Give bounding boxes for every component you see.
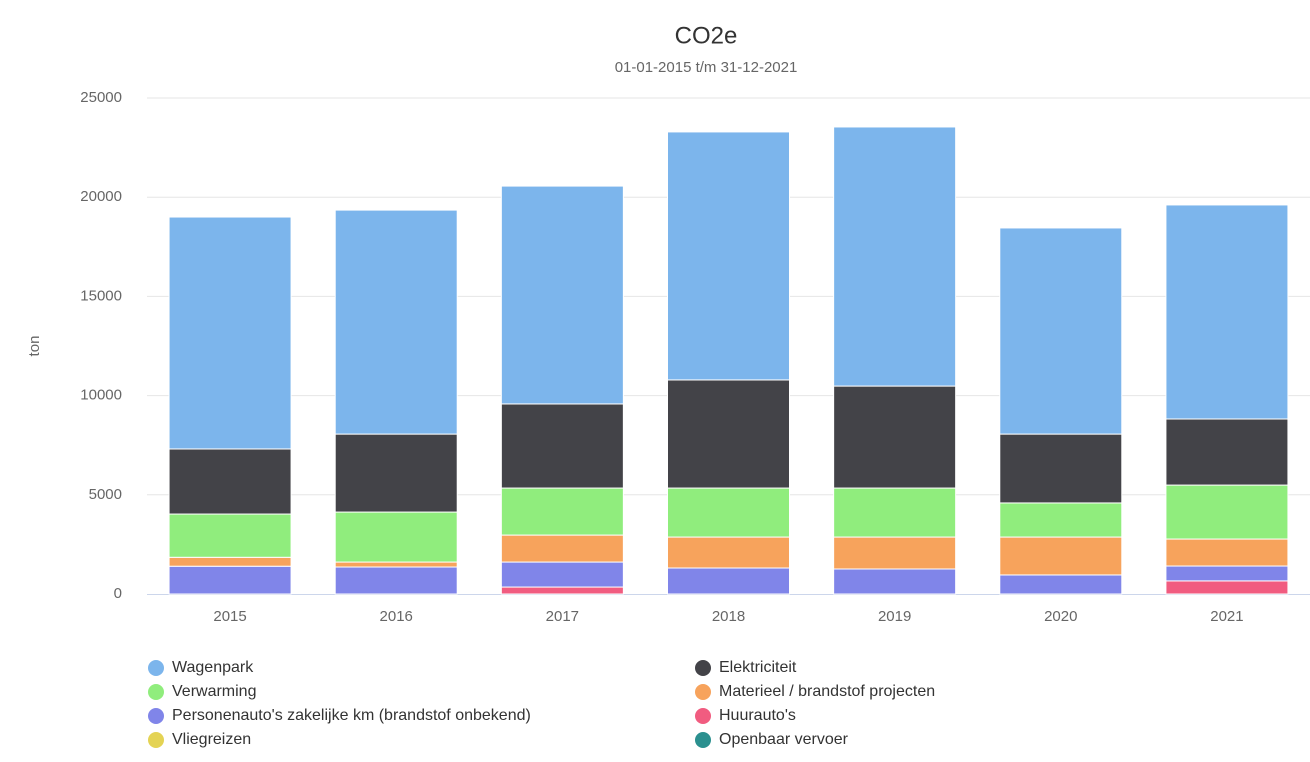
y-tick-label: 5000 bbox=[89, 486, 122, 503]
x-tick-label: 2017 bbox=[546, 608, 579, 625]
bar-segment bbox=[168, 448, 292, 515]
legend-swatch bbox=[695, 684, 711, 700]
legend-label: Huurauto's bbox=[719, 707, 796, 724]
bar-segment bbox=[667, 567, 790, 595]
y-tick-label: 25000 bbox=[80, 89, 122, 106]
legend-label: Openbaar vervoer bbox=[719, 731, 849, 748]
bar-segment bbox=[168, 556, 292, 567]
bar-segment bbox=[500, 487, 624, 536]
bar-segment bbox=[999, 433, 1123, 504]
bar-segment bbox=[168, 513, 292, 558]
bar-segment bbox=[999, 227, 1123, 435]
bar-segment bbox=[667, 131, 790, 381]
y-tick-label: 0 bbox=[114, 585, 122, 602]
legend-swatch bbox=[695, 732, 711, 748]
bar-segment bbox=[334, 511, 458, 563]
legend-label: Verwarming bbox=[172, 683, 256, 700]
legend-label: Personenauto's zakelijke km (brandstof o… bbox=[172, 707, 531, 724]
bar-segment bbox=[1165, 580, 1289, 595]
legend-label: Elektriciteit bbox=[719, 659, 797, 676]
bar-segment bbox=[168, 565, 292, 595]
bar-segment bbox=[833, 385, 957, 489]
y-axis-title: ton bbox=[26, 336, 43, 357]
legend-label: Vliegreizen bbox=[172, 731, 251, 748]
bar-segment bbox=[168, 216, 292, 450]
bar-segment bbox=[1165, 204, 1289, 420]
bar-segment bbox=[334, 566, 458, 595]
bar-segment bbox=[334, 209, 458, 435]
x-tick-label: 2021 bbox=[1210, 608, 1243, 625]
bar-segment bbox=[999, 574, 1123, 595]
bar-segment bbox=[833, 536, 957, 570]
bar-segment bbox=[667, 536, 790, 569]
x-tick-label: 2020 bbox=[1044, 608, 1077, 625]
legend-swatch bbox=[148, 732, 164, 748]
bar-segment bbox=[1165, 418, 1289, 486]
bar-segment bbox=[1165, 565, 1289, 582]
bar-segment bbox=[334, 433, 458, 513]
x-tick-label: 2016 bbox=[380, 608, 413, 625]
x-tick-label: 2018 bbox=[712, 608, 745, 625]
bar-segment bbox=[999, 536, 1123, 576]
legend-swatch bbox=[148, 660, 164, 676]
y-tick-label: 20000 bbox=[80, 188, 122, 205]
x-tick-label: 2015 bbox=[213, 608, 246, 625]
bar-segment bbox=[1165, 484, 1289, 540]
bar-segment bbox=[500, 185, 624, 405]
bar-segment bbox=[833, 568, 957, 595]
bar-segment bbox=[833, 126, 957, 387]
legend-swatch bbox=[695, 660, 711, 676]
x-tick-label: 2019 bbox=[878, 608, 911, 625]
y-tick-label: 15000 bbox=[80, 287, 122, 304]
bar-segment bbox=[1165, 538, 1289, 567]
bar-segment bbox=[334, 561, 458, 568]
legend-label: Wagenpark bbox=[172, 659, 254, 676]
legend-label: Materieel / brandstof projecten bbox=[719, 683, 935, 700]
bar-segment bbox=[999, 502, 1123, 538]
chart-title: CO2e bbox=[675, 22, 738, 49]
bar-segment bbox=[500, 534, 624, 563]
bar-segment bbox=[833, 487, 957, 538]
bar-segment bbox=[500, 561, 624, 588]
chart-subtitle: 01-01-2015 t/m 31-12-2021 bbox=[615, 59, 798, 76]
bar-segment bbox=[500, 403, 624, 489]
bar-segment bbox=[667, 379, 790, 489]
legend-swatch bbox=[148, 708, 164, 724]
y-tick-label: 10000 bbox=[80, 387, 122, 404]
bar-segment bbox=[667, 487, 790, 538]
legend-swatch bbox=[695, 708, 711, 724]
bar-segment bbox=[500, 586, 624, 595]
legend-swatch bbox=[148, 684, 164, 700]
